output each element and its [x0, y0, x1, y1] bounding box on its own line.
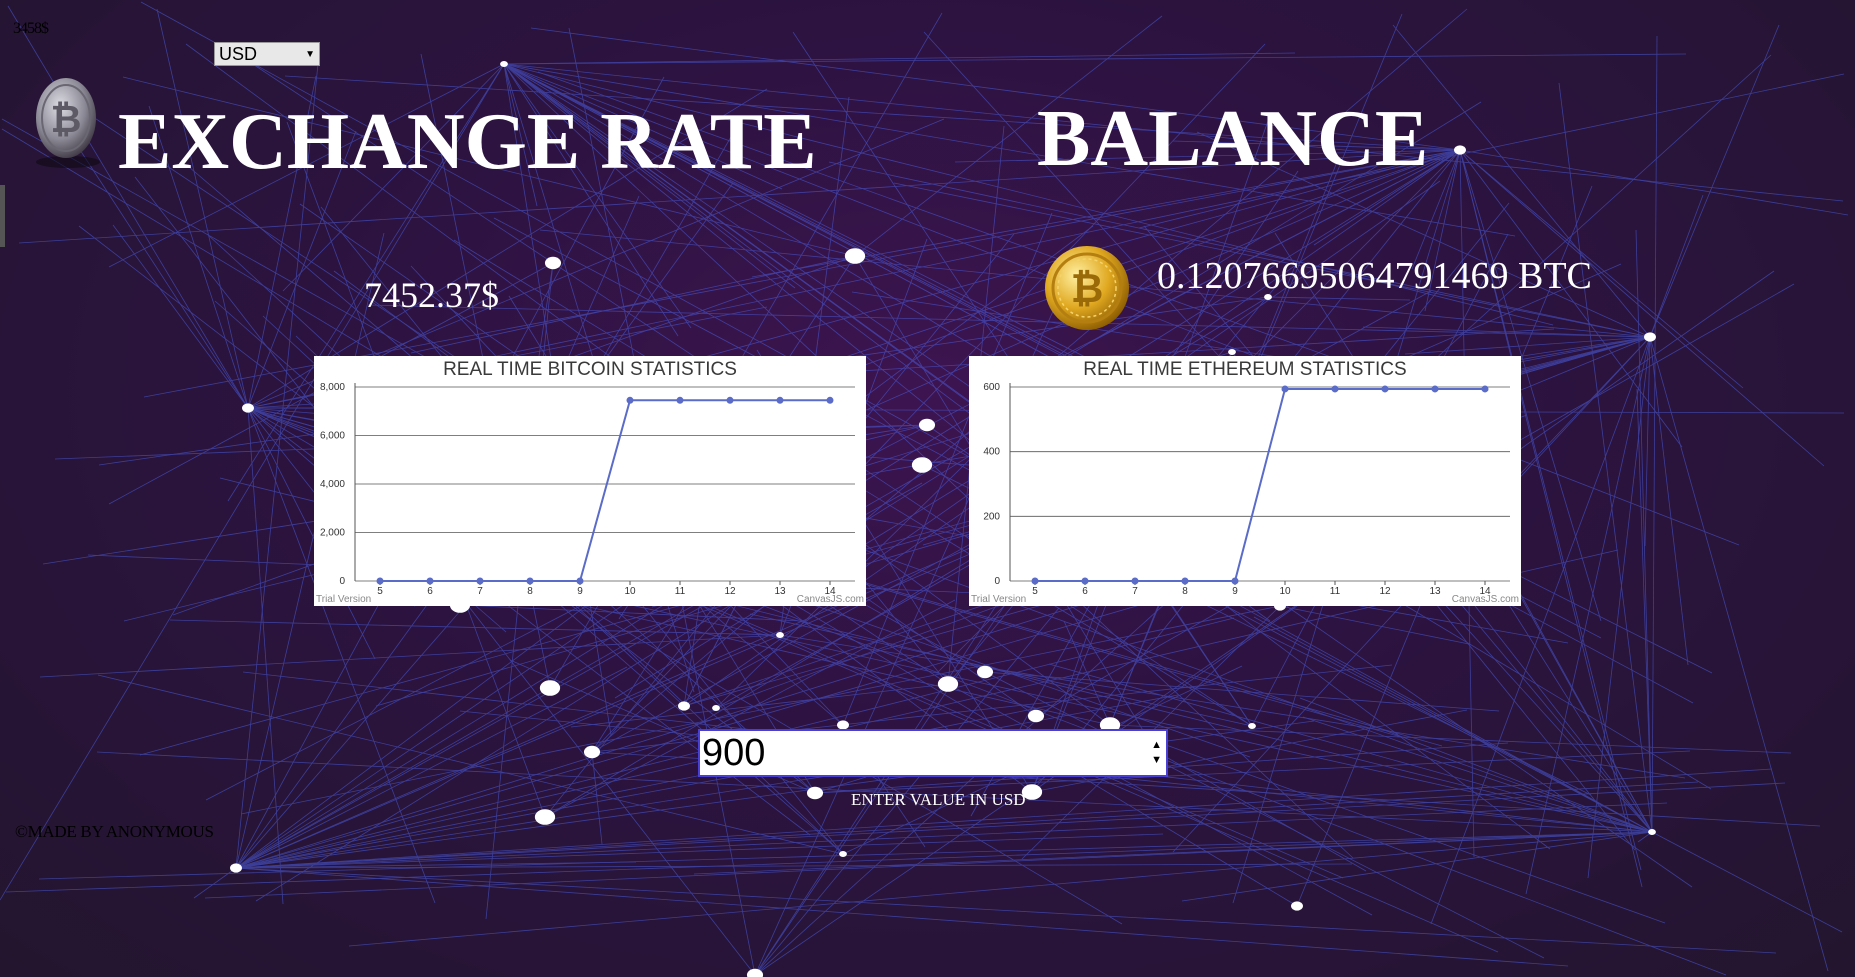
eth-chart-xtick: 6	[1082, 586, 1088, 597]
btc-chart-ytick: 2,000	[320, 528, 345, 539]
eth-chart-xtick: 8	[1182, 586, 1188, 597]
svg-text:₿: ₿	[1071, 266, 1104, 312]
dropdown-arrow-icon: ▼	[305, 48, 315, 60]
btc-chart-xtick: 6	[427, 586, 433, 597]
top-value: 3458$	[13, 20, 49, 37]
eth-chart-point	[1331, 385, 1339, 393]
eth-chart-point	[1381, 385, 1389, 393]
btc-chart-point	[676, 396, 684, 404]
eth-chart-point	[1431, 385, 1439, 393]
btc-chart-watermark-right: CanvasJS.com	[797, 594, 864, 605]
eth-chart-xtick: 14	[1479, 586, 1491, 597]
eth-chart-ytick: 200	[983, 511, 1000, 522]
footer-credit: ©MADE BY ANONYMOUS	[15, 822, 214, 841]
btc-chart-point	[376, 577, 384, 585]
btc-chart-xtick: 12	[724, 586, 736, 597]
eth-chart-point	[1031, 577, 1039, 585]
exchange-rate-title: EXCHANGE RATE	[118, 98, 817, 186]
eth-chart-point	[1081, 577, 1089, 585]
eth-chart-ytick: 600	[983, 382, 1000, 393]
btc-chart-point	[726, 396, 734, 404]
eth-chart-xtick: 13	[1429, 586, 1441, 597]
balance-value: 0.12076695064791469 BTC	[1157, 255, 1592, 297]
exchange-rate-value: 7452.37$	[364, 275, 499, 315]
eth-chart-ytick: 0	[994, 576, 1000, 587]
eth-chart-point	[1481, 385, 1489, 393]
btc-chart-title: REAL TIME BITCOIN STATISTICS	[443, 359, 737, 380]
btc-chart-point	[576, 577, 584, 585]
eth-chart-xtick: 11	[1330, 586, 1341, 597]
eth-chart-watermark-left: Trial Version	[971, 594, 1026, 605]
btc-chart-point	[626, 396, 634, 404]
btc-chart-point	[476, 577, 484, 585]
btc-chart-ytick: 8,000	[320, 382, 345, 393]
btc-chart-xtick: 14	[824, 586, 836, 597]
eth-chart-xtick: 12	[1379, 586, 1391, 597]
btc-chart-point	[526, 577, 534, 585]
btc-chart-series-line	[380, 399, 830, 582]
eth-chart-xtick: 10	[1279, 586, 1291, 597]
ethereum-chart: REAL TIME ETHEREUM STATISTICS 0 200 400 600 5…	[969, 356, 1521, 606]
eth-chart-watermark-right: CanvasJS.com	[1452, 594, 1519, 605]
eth-chart-point	[1281, 385, 1289, 393]
eth-chart-xtick: 7	[1132, 586, 1138, 597]
balance-title: BALANCE	[1037, 95, 1429, 183]
btc-chart-xtick: 13	[774, 586, 786, 597]
svg-text:₿: ₿	[51, 97, 82, 141]
eth-chart-ytick: 400	[983, 447, 1000, 458]
spinner-arrows-icon[interactable]: ▲ ▼	[1151, 738, 1162, 766]
btc-chart-ytick: 6,000	[320, 431, 345, 442]
eth-chart-point	[1131, 577, 1139, 585]
btc-chart-watermark-left: Trial Version	[316, 594, 371, 605]
btc-chart-point	[426, 577, 434, 585]
eth-chart-xtick: 5	[1032, 586, 1038, 597]
btc-chart-xtick: 8	[527, 586, 533, 597]
bitcoin-logo-icon: ₿	[36, 78, 100, 168]
amount-input-value: 900	[702, 731, 766, 774]
bitcoin-coin-icon: ₿	[1045, 246, 1129, 330]
currency-select[interactable]: USD ▼	[214, 42, 320, 66]
btc-chart-point	[776, 396, 784, 404]
btc-chart-point	[826, 396, 834, 404]
eth-chart-point	[1181, 577, 1189, 585]
btc-chart-svg: REAL TIME BITCOIN STATISTICS 0 2,000 4,000 6…	[316, 359, 864, 605]
amount-input[interactable]: 900 ▲ ▼	[698, 729, 1168, 777]
input-caption: ENTER VALUE IN USD	[851, 790, 1026, 809]
bitcoin-chart: REAL TIME BITCOIN STATISTICS 0 2,000 4,000 6…	[314, 356, 866, 606]
btc-chart-ytick: 4,000	[320, 479, 345, 490]
eth-chart-title: REAL TIME ETHEREUM STATISTICS	[1083, 359, 1406, 380]
btc-chart-xtick: 11	[675, 586, 686, 597]
eth-chart-series-line	[1035, 387, 1485, 582]
btc-chart-xtick: 7	[477, 586, 483, 597]
eth-chart-point	[1231, 577, 1239, 585]
currency-selected-value: USD	[219, 43, 258, 64]
eth-chart-xtick: 9	[1232, 586, 1238, 597]
scroll-edge	[0, 185, 5, 247]
btc-chart-ytick: 0	[339, 576, 345, 587]
eth-chart-svg: REAL TIME ETHEREUM STATISTICS 0 200 400 600 5…	[971, 359, 1519, 605]
btc-chart-xtick: 5	[377, 586, 383, 597]
btc-chart-xtick: 10	[624, 586, 636, 597]
btc-chart-xtick: 9	[577, 586, 583, 597]
